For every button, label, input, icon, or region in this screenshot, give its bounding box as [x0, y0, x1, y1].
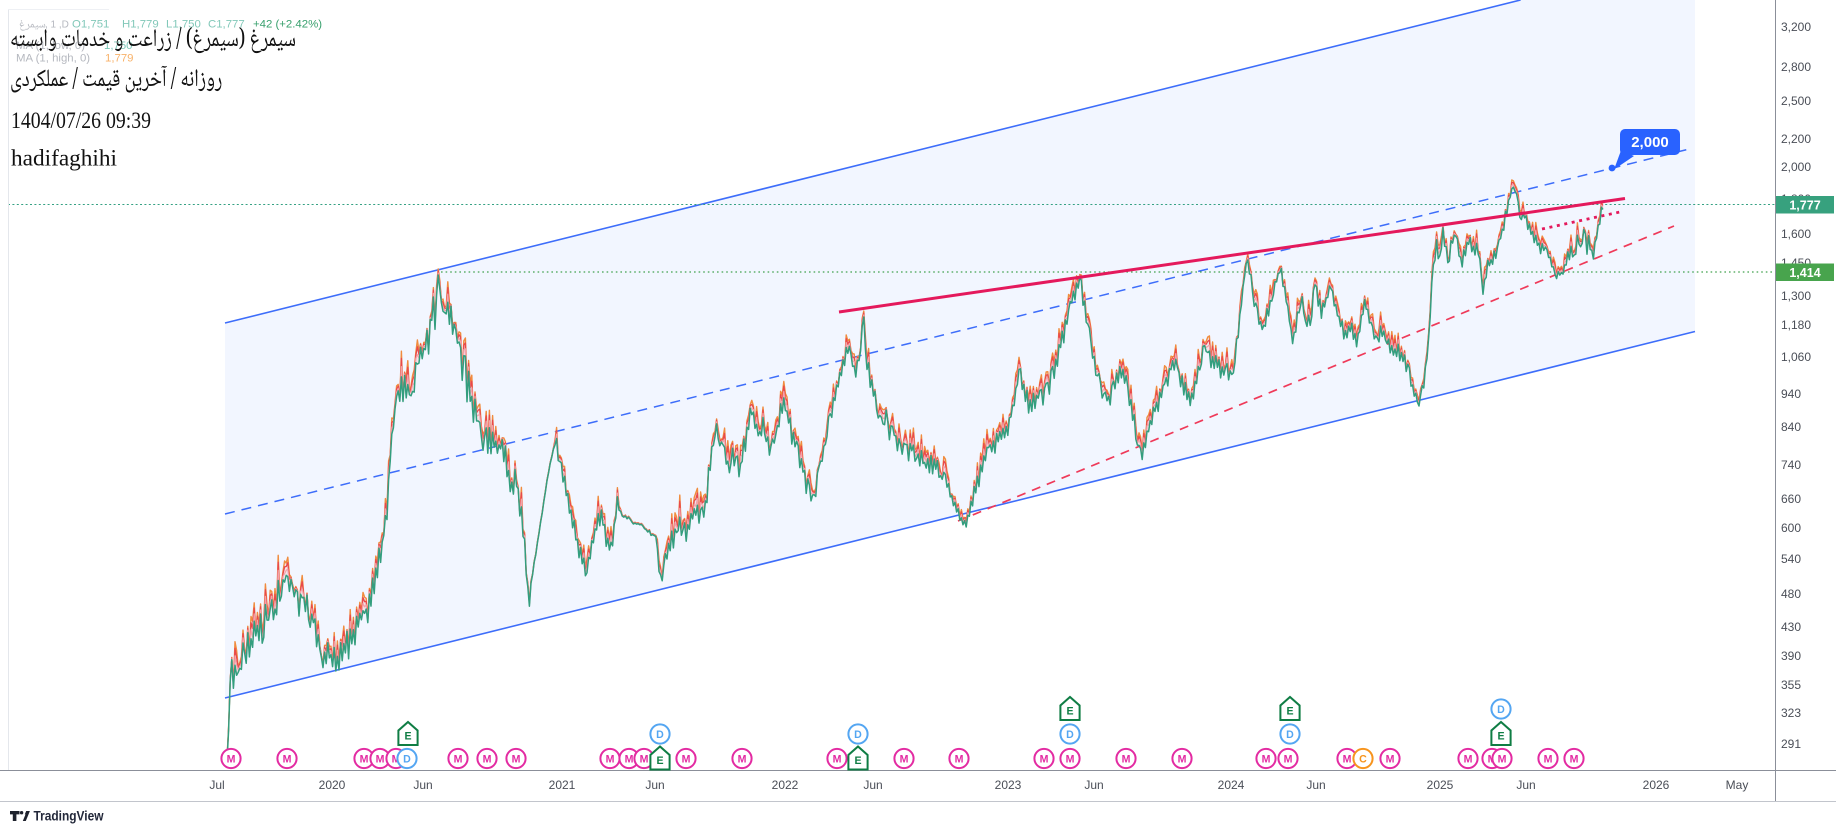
svg-text:D: D — [1497, 704, 1505, 716]
svg-text:O1,751: O1,751 — [72, 19, 109, 31]
svg-text:M: M — [1544, 753, 1553, 765]
svg-text:M: M — [1464, 753, 1473, 765]
svg-text:2025: 2025 — [1427, 778, 1454, 792]
svg-text:E: E — [404, 731, 411, 743]
svg-text:, 1 ,D: , 1 ,D — [45, 20, 69, 31]
svg-text:D: D — [403, 753, 411, 765]
svg-text:M: M — [512, 753, 521, 765]
svg-text:291: 291 — [1781, 737, 1801, 751]
svg-text:660: 660 — [1781, 492, 1801, 506]
svg-text:M: M — [360, 753, 369, 765]
svg-text:2020: 2020 — [319, 778, 346, 792]
svg-text:Jul: Jul — [209, 778, 224, 792]
svg-text:1,414: 1,414 — [1789, 266, 1820, 280]
svg-text:M: M — [1040, 753, 1049, 765]
svg-text:2,800: 2,800 — [1781, 60, 1811, 74]
svg-text:M: M — [1122, 753, 1131, 765]
svg-text:480: 480 — [1781, 587, 1801, 601]
svg-text:D: D — [854, 729, 862, 741]
svg-text:M: M — [738, 753, 747, 765]
svg-text:390: 390 — [1781, 649, 1801, 663]
svg-text:Jun: Jun — [413, 778, 432, 792]
svg-text:M: M — [1498, 753, 1507, 765]
svg-text:2,200: 2,200 — [1781, 132, 1811, 146]
svg-text:C1,777: C1,777 — [208, 19, 245, 31]
svg-text:M: M — [1570, 753, 1579, 765]
svg-text:+42 (+2.42%): +42 (+2.42%) — [253, 19, 322, 31]
svg-text:1,300: 1,300 — [1781, 289, 1811, 303]
svg-text:600: 600 — [1781, 521, 1801, 535]
svg-text:2026: 2026 — [1643, 778, 1670, 792]
svg-text:3,200: 3,200 — [1781, 20, 1811, 34]
svg-text:1,777: 1,777 — [1789, 199, 1820, 213]
svg-text:2022: 2022 — [772, 778, 799, 792]
svg-text:M: M — [955, 753, 964, 765]
svg-text:355: 355 — [1781, 678, 1801, 692]
svg-text:M: M — [1262, 753, 1271, 765]
svg-text:M: M — [283, 753, 292, 765]
svg-text:2021: 2021 — [549, 778, 576, 792]
svg-text:M: M — [833, 753, 842, 765]
svg-text:Jun: Jun — [1084, 778, 1103, 792]
svg-text:2,000: 2,000 — [1631, 134, 1669, 151]
svg-text:D: D — [1066, 729, 1074, 741]
svg-text:M: M — [606, 753, 615, 765]
svg-text:D: D — [656, 729, 664, 741]
svg-text:Jun: Jun — [1306, 778, 1325, 792]
svg-text:323: 323 — [1781, 706, 1801, 720]
svg-text:M: M — [640, 753, 649, 765]
svg-text:MA (1, high, 0): MA (1, high, 0) — [16, 53, 90, 65]
svg-text:540: 540 — [1781, 552, 1801, 566]
svg-text:Jun: Jun — [1516, 778, 1535, 792]
svg-text:M: M — [1386, 753, 1395, 765]
svg-text:1,750: 1,750 — [104, 40, 133, 52]
svg-text:1,779: 1,779 — [105, 53, 134, 65]
svg-text:M: M — [227, 753, 236, 765]
svg-text:M: M — [625, 753, 634, 765]
svg-text:E: E — [1066, 706, 1073, 718]
svg-text:C: C — [1359, 753, 1367, 765]
svg-text:840: 840 — [1781, 420, 1801, 434]
svg-text:E: E — [1497, 731, 1504, 743]
svg-text:D: D — [1286, 729, 1294, 741]
svg-text:Jun: Jun — [645, 778, 664, 792]
svg-text:M: M — [1178, 753, 1187, 765]
svg-text:740: 740 — [1781, 458, 1801, 472]
svg-text:M: M — [376, 753, 385, 765]
svg-text:M: M — [1343, 753, 1352, 765]
svg-text:M: M — [1284, 753, 1293, 765]
svg-text:1404/07/26 09:39: 1404/07/26 09:39 — [11, 108, 151, 133]
svg-text:E: E — [656, 755, 663, 767]
svg-text:M: M — [682, 753, 691, 765]
svg-text:MA (1, low, 0): MA (1, low, 0) — [16, 40, 85, 52]
svg-text:E: E — [1286, 706, 1293, 718]
svg-text:1,600: 1,600 — [1781, 227, 1811, 241]
svg-text:2,000: 2,000 — [1781, 160, 1811, 174]
svg-text:TradingView: TradingView — [34, 809, 104, 824]
svg-text:940: 940 — [1781, 387, 1801, 401]
svg-text:M: M — [454, 753, 463, 765]
svg-text:M: M — [900, 753, 909, 765]
svg-text:1,060: 1,060 — [1781, 350, 1811, 364]
svg-text:2024: 2024 — [1218, 778, 1245, 792]
svg-text:hadifaghihi: hadifaghihi — [11, 146, 117, 171]
svg-text:M: M — [483, 753, 492, 765]
svg-text:May: May — [1726, 778, 1749, 792]
svg-text:Jun: Jun — [863, 778, 882, 792]
svg-text:L1,750: L1,750 — [166, 19, 201, 31]
svg-text:430: 430 — [1781, 620, 1801, 634]
svg-text:E: E — [854, 755, 861, 767]
svg-text:1,180: 1,180 — [1781, 318, 1811, 332]
svg-text:M: M — [1066, 753, 1075, 765]
svg-text:2,500: 2,500 — [1781, 94, 1811, 108]
svg-text:H1,779: H1,779 — [122, 19, 159, 31]
svg-text:2023: 2023 — [995, 778, 1022, 792]
svg-text:M: M — [392, 753, 401, 765]
